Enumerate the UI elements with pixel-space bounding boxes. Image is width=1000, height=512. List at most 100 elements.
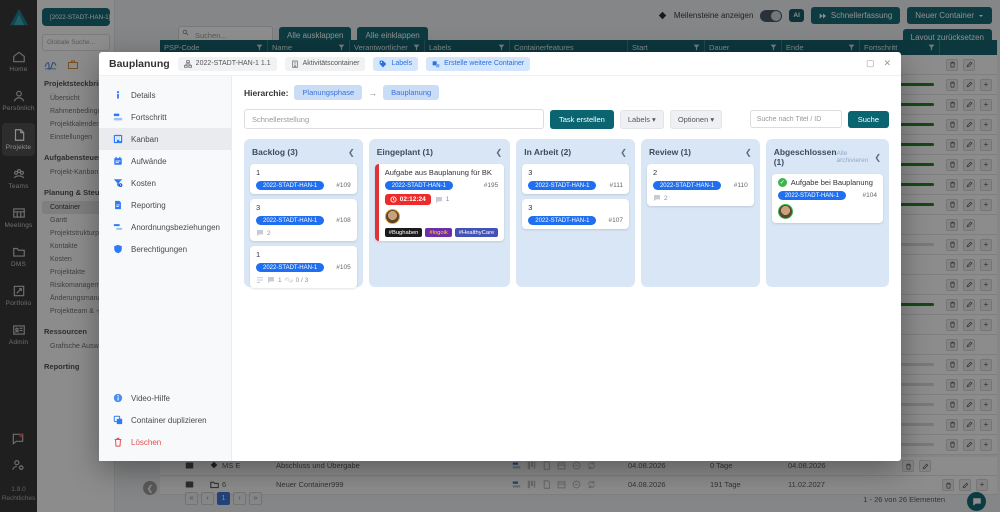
hierarchy-chip-planungsphase[interactable]: Planungsphase [294,85,363,100]
edit-row-button[interactable] [963,358,975,371]
edit-row-button[interactable] [963,298,975,311]
edit-row-button[interactable] [963,238,975,251]
collapse-column-button[interactable]: ❮ [348,147,355,157]
add-child-button[interactable]: + [980,398,992,411]
delete-row-button[interactable] [946,258,958,271]
hierarchy-chip-bauplanung[interactable]: Bauplanung [383,85,440,100]
nav-item-einstellungen[interactable]: Einstellungen [50,134,93,141]
edit-row-button[interactable] [959,479,971,491]
add-child-button[interactable]: + [980,318,992,331]
kanban-card[interactable]: 2 2022-STADT-HAN-1 #110 2 [646,164,754,206]
edit-row-button[interactable] [963,258,975,271]
delete-row-button[interactable] [946,238,958,251]
delete-row-button[interactable] [946,158,958,171]
edit-row-button[interactable] [963,158,975,171]
nav-item-projekt-kanban[interactable]: Projekt-Kanban [50,169,99,176]
delete-row-button[interactable] [946,278,958,291]
edit-row-button[interactable] [963,198,975,211]
milestones-toggle[interactable] [760,9,783,22]
edit-row-button[interactable] [963,438,975,451]
add-child-button[interactable]: + [976,479,988,491]
nav-item-grafische-auswertung[interactable]: Grafische Auswertung [50,343,109,350]
collapse-all-button[interactable]: Alle einklappen [357,26,428,44]
column-header-ende[interactable]: Ende [782,40,860,55]
add-child-button[interactable]: + [980,258,992,271]
add-child-button[interactable]: + [980,138,992,151]
user-settings-button[interactable] [2,453,35,477]
prev-page-button[interactable]: ‹ [201,492,214,505]
edit-row-button[interactable] [963,278,975,291]
app-logo[interactable] [9,8,29,31]
modal-nav-video-help[interactable]: Video-Hilfe [99,387,231,409]
kanban-card[interactable]: ✓ Aufgabe bei Bauplanung 2022-STADT-HAN-1… [771,174,884,223]
assignee-avatar[interactable] [777,204,793,219]
sidebar-item-dms[interactable]: DMS [2,240,35,273]
board-search-button[interactable]: Suche [847,110,889,128]
add-child-button[interactable]: + [980,298,992,311]
global-search-input[interactable] [42,34,110,51]
board-search-input[interactable] [749,110,842,128]
delete-row-button[interactable] [946,78,958,91]
sidebar-item-admin[interactable]: Admin [2,318,35,351]
add-child-button[interactable]: + [980,278,992,291]
archive-all-button[interactable]: Alle archivieren [836,150,869,164]
table-row-abschluss[interactable]: MS E Abschluss und Übergabe 04.08.2026 0… [160,457,997,476]
add-child-button[interactable]: + [980,358,992,371]
edit-row-button[interactable] [963,178,975,191]
breadcrumb-chip[interactable]: 2022-STADT-HAN-1 1.1 [177,56,277,71]
next-page-button[interactable]: › [233,492,246,505]
column-header-start[interactable]: Start [628,40,705,55]
modal-nav-details[interactable]: Details [99,84,231,106]
delete-row-button[interactable] [946,118,958,131]
nav-item-gantt[interactable]: Gantt [50,217,68,224]
table-row-neuer-container[interactable]: 6 Neuer Container999 04.08.2026 191 Tage… [160,476,997,495]
edit-row-button[interactable] [963,138,975,151]
options-dropdown[interactable]: Optionen ▾ [669,109,723,129]
nav-item-kontakte[interactable]: Kontakte [50,243,78,250]
sidebar-item-projekte[interactable]: Projekte [2,123,35,156]
sidebar-item-persoenlich[interactable]: Persönlich [2,84,35,117]
create-task-button[interactable]: Task erstellen [550,109,614,129]
add-child-button[interactable]: + [980,98,992,111]
support-chat-button[interactable] [967,492,986,511]
delete-row-button[interactable] [946,338,958,351]
nav-item-aenderungsmanagement[interactable]: Änderungsmanagement [50,295,109,302]
modal-nav-kanban[interactable]: Kanban [99,128,231,150]
project-selector-button[interactable]: [2022-STADT-HAN-1] HA... [42,8,110,26]
modal-nav-delete[interactable]: Löschen [99,431,231,453]
kanban-card[interactable]: 1 2022-STADT-HAN-1 #105 1 0 / 3 [250,246,357,288]
collapse-table-button[interactable]: ❮ [143,481,157,495]
last-page-button[interactable]: » [249,492,262,505]
column-header-labels[interactable]: Labels [425,40,510,55]
column-header-fortschritt[interactable]: Fortschritt [860,40,940,55]
labels-chip[interactable]: Labels [373,56,419,71]
edit-row-button[interactable] [963,378,975,391]
column-header-verantwortlicher[interactable]: Verantwortlicher [350,40,425,55]
edit-row-button[interactable] [963,318,975,331]
add-child-button[interactable]: + [980,198,992,211]
modal-nav-duplicate[interactable]: Container duplizieren [99,409,231,431]
kanban-card[interactable]: 1 2022-STADT-HAN-1 #109 [250,164,357,194]
add-child-button[interactable]: + [980,78,992,91]
collapse-column-button[interactable]: ❮ [495,147,503,157]
nav-item-projektkalender[interactable]: Projektkalender [50,121,99,128]
edit-row-button[interactable] [963,398,975,411]
column-header-containerfeatures[interactable]: Containerfeatures [510,40,628,55]
modal-nav-anordnungsbeziehungen[interactable]: Anordnungsbeziehungen [99,216,231,238]
maximize-button[interactable]: ▢ [865,58,875,68]
container-type-chip[interactable]: Aktivitätscontainer [284,56,366,71]
delete-row-button[interactable] [942,479,954,491]
column-header-psp-code[interactable]: PSP-Code [160,40,268,55]
delete-row-button[interactable] [946,218,958,231]
sidebar-item-meetings[interactable]: Meetings [2,201,35,234]
kanban-card[interactable]: 3 2022-STADT-HAN-1 #111 [522,164,629,194]
nav-item-risikomanagement[interactable]: Risikomanagement [50,282,109,289]
delete-row-button[interactable] [946,358,958,371]
add-child-button[interactable]: + [980,378,992,391]
close-button[interactable]: ✕ [883,58,891,68]
quick-create-input[interactable] [244,109,544,129]
ai-button[interactable]: AI [789,9,804,22]
edit-row-button[interactable] [919,460,931,472]
modal-nav-berechtigungen[interactable]: Berechtigungen [99,238,231,260]
nav-item-uebersicht[interactable]: Übersicht [50,95,80,102]
